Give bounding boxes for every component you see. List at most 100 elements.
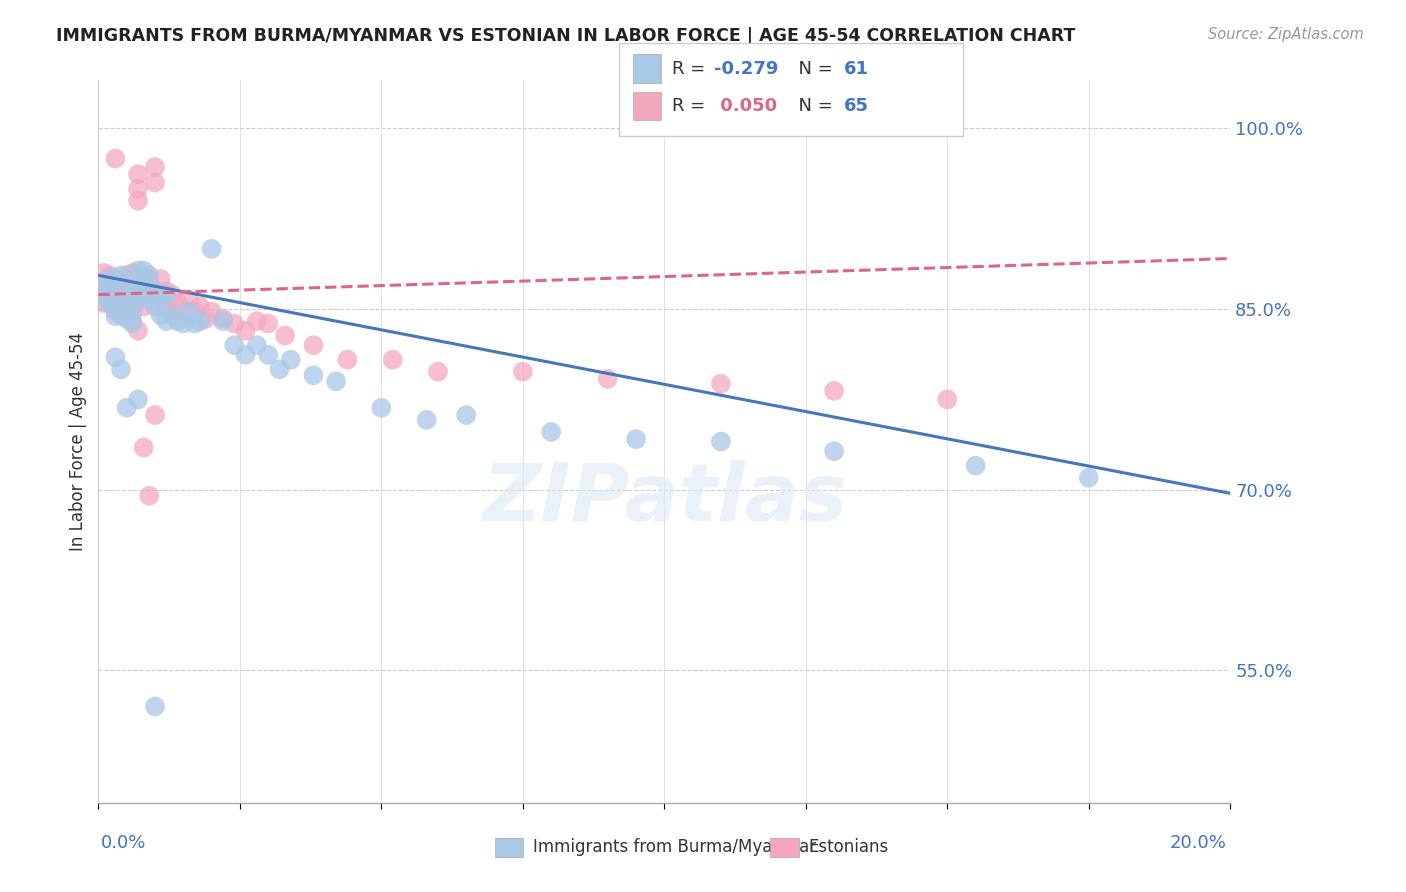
Point (143, 699, 166, 714)
Point (115, 301, 138, 317)
Point (127, 194, 149, 208)
Point (212, 311, 235, 326)
Point (104, 284, 127, 298)
Point (370, 401, 392, 415)
Point (143, 300, 166, 314)
Text: R =: R = (672, 97, 711, 115)
Point (155, 300, 177, 314)
Point (143, 408, 166, 422)
Point (160, 287, 183, 301)
Point (121, 290, 143, 304)
Point (127, 324, 149, 338)
Point (110, 296, 132, 310)
Text: N =: N = (787, 60, 839, 78)
Point (93, 278, 115, 293)
Text: IMMIGRANTS FROM BURMA/MYANMAR VS ESTONIAN IN LABOR FORCE | AGE 45-54 CORRELATION: IMMIGRANTS FROM BURMA/MYANMAR VS ESTONIA… (56, 27, 1076, 45)
Point (823, 384, 845, 398)
Point (172, 317, 194, 331)
Point (127, 293, 149, 307)
Point (138, 489, 160, 503)
Point (138, 272, 160, 286)
Point (104, 152, 127, 166)
Point (149, 308, 172, 322)
Text: ZIPatlas: ZIPatlas (482, 460, 846, 539)
Point (121, 266, 143, 280)
Point (115, 268, 138, 283)
Point (160, 304, 183, 318)
Text: -0.279: -0.279 (714, 60, 779, 78)
Point (325, 375, 347, 389)
Point (98, 284, 121, 298)
Point (121, 284, 143, 298)
Point (110, 278, 132, 293)
Point (104, 304, 127, 318)
Point (224, 317, 246, 331)
Point (257, 348, 280, 362)
Point (98, 272, 121, 286)
Point (132, 287, 155, 301)
Point (160, 308, 183, 322)
Point (138, 287, 160, 301)
Point (302, 338, 325, 352)
Point (166, 314, 188, 328)
Point (149, 287, 172, 301)
Point (188, 314, 211, 328)
Point (269, 362, 291, 376)
Point (138, 293, 160, 307)
Text: N =: N = (787, 97, 839, 115)
Point (201, 304, 224, 318)
Point (132, 441, 155, 455)
Point (121, 314, 143, 328)
Point (115, 296, 138, 310)
Point (155, 314, 177, 328)
Point (98, 296, 121, 310)
Point (121, 317, 143, 331)
Point (166, 296, 188, 310)
Point (98, 296, 121, 310)
Point (121, 304, 143, 318)
Point (172, 304, 194, 318)
Point (596, 372, 619, 386)
Point (110, 308, 132, 322)
Point (246, 338, 269, 352)
Point (110, 293, 132, 307)
Point (93, 290, 115, 304)
Point (965, 458, 987, 473)
Point (104, 350, 127, 364)
Point (302, 368, 325, 383)
Text: Immigrants from Burma/Myanmar: Immigrants from Burma/Myanmar (533, 838, 815, 856)
Point (110, 268, 132, 283)
Point (138, 268, 160, 283)
Point (194, 311, 217, 326)
Point (155, 287, 177, 301)
Point (201, 242, 224, 256)
Point (183, 304, 205, 318)
Point (121, 300, 143, 314)
Point (110, 308, 132, 322)
Point (1077, 471, 1099, 485)
Point (624, 432, 647, 446)
Point (246, 314, 269, 328)
Text: 20.0%: 20.0% (1170, 834, 1226, 852)
Point (212, 314, 235, 328)
Point (512, 365, 534, 379)
Text: 65: 65 (844, 97, 869, 115)
Point (710, 434, 733, 449)
Point (143, 160, 166, 174)
Point (132, 278, 155, 293)
Point (149, 272, 172, 286)
Text: 0.0%: 0.0% (101, 834, 146, 852)
Point (149, 290, 172, 304)
Point (132, 276, 155, 290)
Point (936, 392, 959, 407)
Point (257, 317, 280, 331)
Point (177, 293, 200, 307)
Point (280, 352, 302, 367)
Text: Source: ZipAtlas.com: Source: ZipAtlas.com (1208, 27, 1364, 42)
Point (115, 401, 138, 415)
Point (104, 272, 127, 286)
Text: Estonians: Estonians (808, 838, 889, 856)
Point (127, 263, 149, 277)
Point (177, 304, 200, 318)
Point (93, 266, 115, 280)
